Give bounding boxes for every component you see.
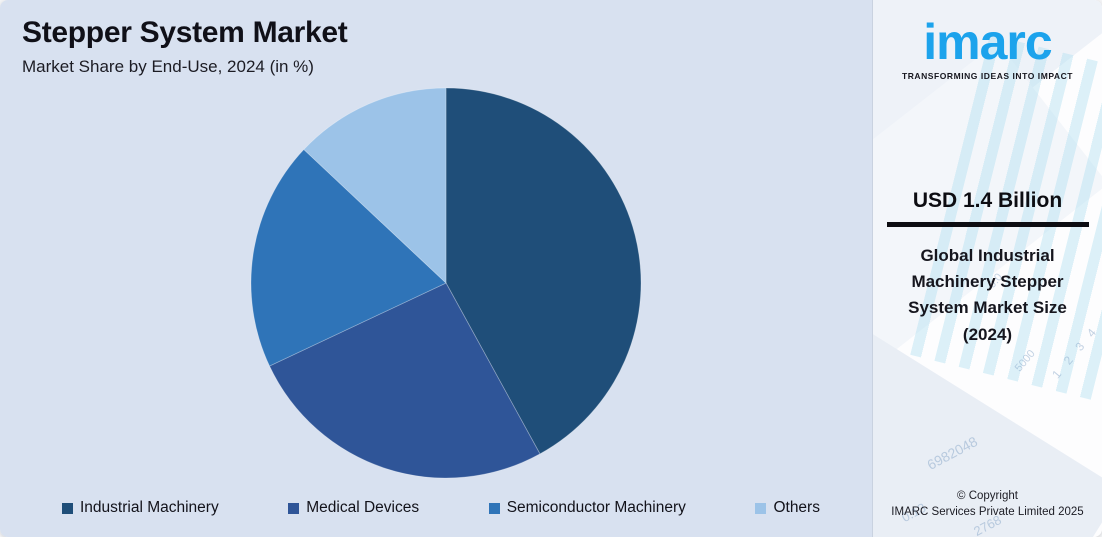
legend-item-industrial-machinery: Industrial Machinery (62, 499, 219, 517)
stat-divider (886, 221, 1089, 227)
copyright-line1: © Copyright (957, 489, 1018, 502)
chart-area: Stepper System Market Market Share by En… (0, 0, 872, 537)
legend-item-medical-devices: Medical Devices (288, 499, 419, 517)
copyright-notice: © Copyright IMARC Services Private Limit… (891, 488, 1083, 521)
stat-value: USD 1.4 Billion (912, 188, 1063, 212)
imarc-logo-tagline: TRANSFORMING IDEAS INTO IMPACT (901, 70, 1074, 81)
legend-marker (62, 502, 73, 514)
page-subtitle: Market Share by End-Use, 2024 (in %) (22, 57, 314, 76)
legend-item-others: Others (755, 499, 820, 517)
legend-marker (488, 502, 500, 514)
chart-header: Stepper System Market Market Share by En… (22, 16, 348, 77)
copyright-line2: IMARC Services Private Limited 2025 (891, 506, 1084, 519)
legend-label: Industrial Machinery (80, 499, 219, 516)
pie-slice-others (303, 87, 447, 284)
market-size-stat: USD 1.4 Billion Global Industrial Machin… (886, 188, 1089, 348)
pie-slice-semiconductor-machinery (250, 148, 447, 367)
brand-panel: 5000 1 2 3 4 0.0 6982048 0.13 2768 imarc… (872, 0, 1102, 537)
legend: Industrial Machinery Medical Devices Semic… (62, 499, 820, 517)
page-title: Stepper System Market (22, 16, 348, 49)
pie-slice-medical-devices (269, 282, 541, 479)
pie-slice-industrial-machinery (445, 87, 642, 455)
stat-label: Global Industrial Machinery Stepper Syst… (908, 245, 1067, 344)
legend-label: Medical Devices (306, 499, 420, 516)
legend-marker (288, 502, 300, 514)
legend-label: Others (773, 499, 820, 516)
imarc-logo: imarc TRANSFORMING IDEAS INTO IMPACT (902, 16, 1073, 81)
legend-label: Semiconductor Machinery (506, 499, 686, 516)
legend-marker (755, 502, 767, 514)
pie-chart (250, 87, 642, 479)
panel-content: imarc TRANSFORMING IDEAS INTO IMPACT USD… (873, 0, 1102, 537)
legend-item-semiconductor-machinery: Semiconductor Machinery (488, 499, 686, 517)
imarc-logo-text: imarc (923, 14, 1052, 70)
